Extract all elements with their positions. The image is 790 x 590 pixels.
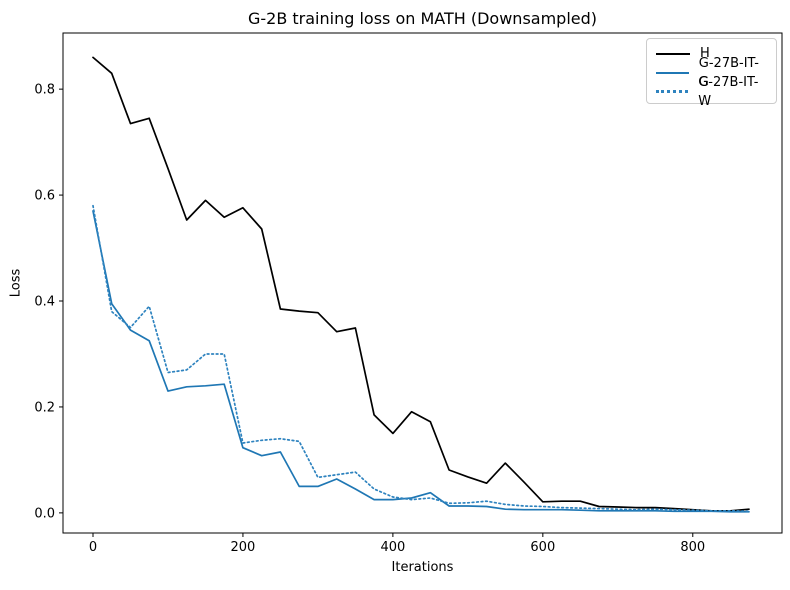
axes-spines bbox=[62, 32, 783, 534]
y-tick-label: 0.8 bbox=[34, 83, 55, 98]
x-tick-label: 800 bbox=[680, 540, 705, 555]
x-tick-label: 600 bbox=[530, 540, 555, 555]
y-tick-label: 0.6 bbox=[34, 189, 55, 204]
series-line-G-27B-IT-W bbox=[92, 204, 750, 513]
series-line-H bbox=[92, 56, 750, 512]
legend-line-sample-icon bbox=[656, 52, 690, 55]
y-tick-label: 0.0 bbox=[34, 506, 55, 521]
legend-label: G-27B-IT-G bbox=[698, 55, 759, 90]
y-tick-label: 0.2 bbox=[34, 400, 55, 415]
legend-item: H bbox=[656, 44, 767, 63]
legend-label: H bbox=[700, 46, 710, 61]
x-tick-label: 400 bbox=[380, 540, 405, 555]
y-tick-label: 0.4 bbox=[34, 295, 55, 310]
legend-line-sample-icon bbox=[656, 90, 689, 93]
legend-line-sample-icon bbox=[656, 71, 689, 74]
series-line-G-27B-IT-G bbox=[92, 210, 750, 513]
chart-title: G-2B training loss on MATH (Downsampled) bbox=[247, 9, 598, 28]
legend-item: G-27B-IT-W bbox=[656, 75, 767, 109]
x-tick-label: 200 bbox=[231, 540, 256, 555]
legend-label: G-27B-IT-W bbox=[698, 74, 759, 109]
x-axis-label: Iterations bbox=[391, 560, 454, 575]
legend-item: G-27B-IT-G bbox=[656, 56, 767, 90]
legend: H G-27B-IT-G G-27B-IT-W bbox=[646, 38, 777, 109]
x-tick-label: 0 bbox=[89, 540, 97, 555]
